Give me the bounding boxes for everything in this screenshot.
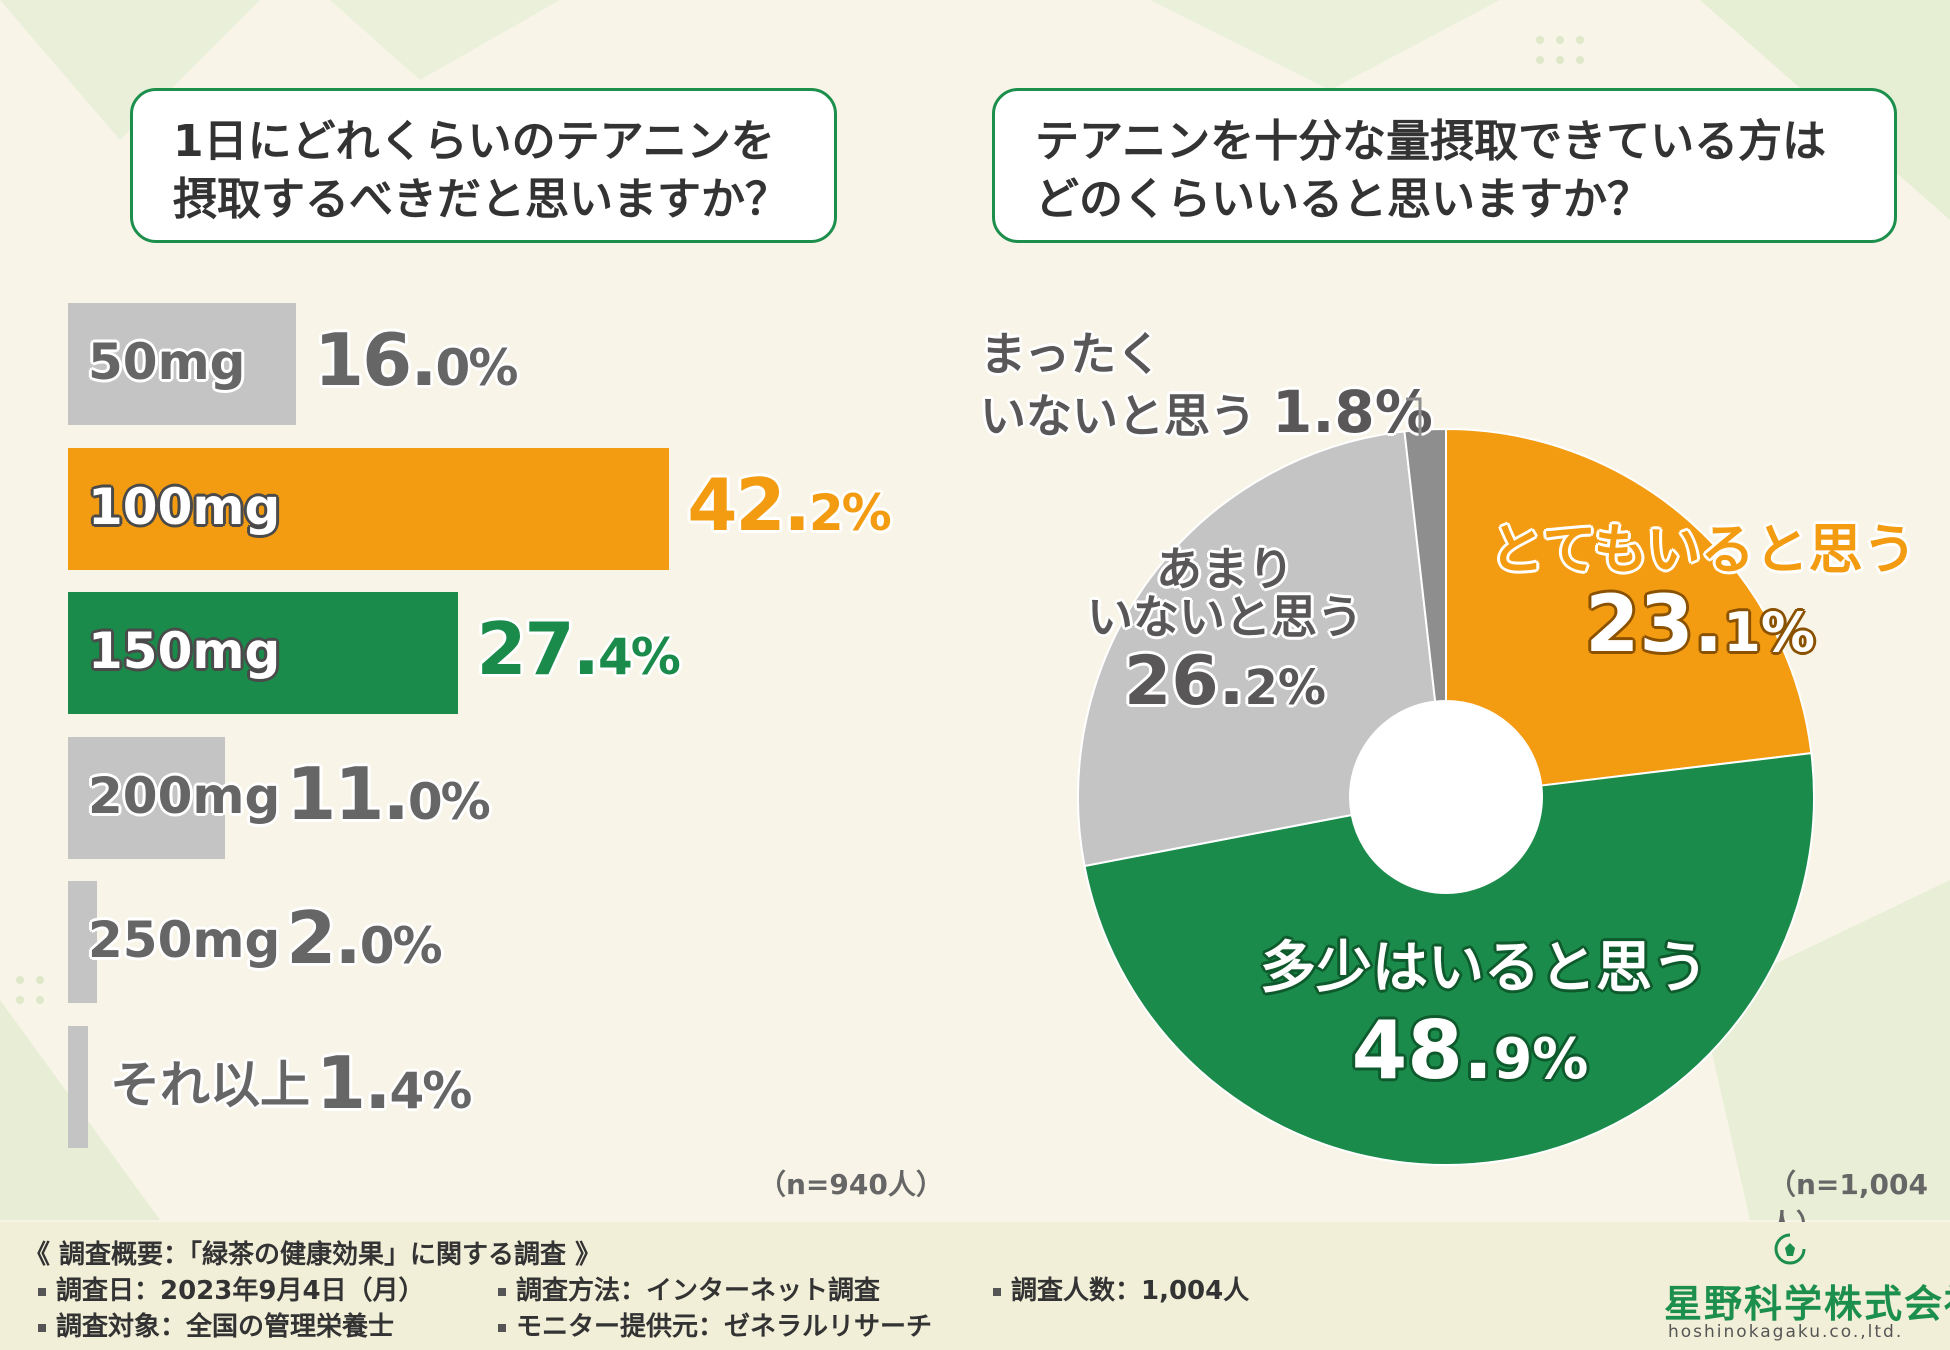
left-question-line2: 摂取するべきだと思いますか？ (173, 174, 789, 225)
pie-label-very-int: 23. (1585, 579, 1724, 670)
pie-label-none-leader (1406, 397, 1422, 471)
pie-label-few-dec: 2% (1244, 659, 1326, 716)
pie-label-none-line2: いないと思う (980, 389, 1256, 444)
survey-footer (0, 1222, 1950, 1350)
pie-label-very: とてもいると思う 23.1% (1490, 518, 1917, 670)
survey-count: 調査人数：1,004人 (993, 1270, 1249, 1307)
bar-label-3: 200mg (88, 766, 281, 825)
bar-label-5: それ以上 (110, 1055, 310, 1114)
survey-provider-text: モニター提供元：ゼネラルリサーチ (516, 1312, 933, 1342)
pie-label-some-text: 多少はいると思う (1260, 936, 1708, 1001)
bar-2 (68, 592, 459, 714)
survey-summary: 《 調査概要：「緑茶の健康効果」に関する調査 》 (24, 1240, 602, 1270)
bar-label-2: 150mg (88, 622, 281, 680)
pie-label-few-int: 26. (1124, 641, 1245, 721)
pie-label-few-line2: いないと思う (1087, 590, 1363, 645)
pie-slice-1 (1083, 752, 1815, 1166)
bar-3 (68, 736, 225, 859)
bar-label-0: 50mg (88, 333, 246, 391)
pie-label-very-dec: 1% (1723, 600, 1815, 664)
bar-chart: 50mg 16.0% 100mg 42.2% 150mg 27.4% 200mg 11.0% 2… (0, 0, 960, 1220)
survey-date-text: 調査日：2023年9月4日（月） (56, 1276, 425, 1306)
right-question-box: テアニンを十分な量摂取できている方は どのくらいいると思いますか？ (992, 88, 1897, 243)
bar-label-4: 250mg (88, 911, 281, 969)
bar-value-3: 11.0% (286, 751, 490, 836)
pie-label-very-text: とてもいると思う (1490, 518, 1917, 581)
bar-chart-n: （n=940人） (758, 1168, 944, 1201)
pie-label-some-int: 48. (1351, 1003, 1494, 1097)
bar-value-0: 16.0% (314, 318, 518, 402)
left-question-box: 1日にどれくらいのテアニンを 摂取するべきだと思いますか？ (130, 88, 837, 243)
donut-chart (1077, 427, 1815, 1166)
survey-target: 調査対象：全国の管理栄養士 (38, 1306, 394, 1343)
right-question-line1: テアニンを十分な量摂取できている方は (1035, 116, 1827, 167)
survey-method: 調査方法：インターネット調査 (498, 1270, 880, 1307)
pie-label-few: あまり いないと思う 26.2% (1080, 545, 1370, 717)
company-name: 星野科学株式会社 (1664, 1282, 1950, 1326)
pie-label-none-value: 1.8% (1272, 378, 1433, 447)
bar-0 (68, 303, 296, 425)
bar-value-1: 42.2% (687, 462, 891, 547)
survey-date: 調査日：2023年9月4日（月） (38, 1270, 425, 1307)
bar-value-4: 2.0% (286, 896, 442, 980)
bar-value-2: 27.4% (476, 607, 680, 691)
pie-label-none: まったく いないと思う 1.8% (980, 330, 1433, 443)
pie-label-some-dec: 9% (1493, 1026, 1589, 1092)
survey-method-text: 調査方法：インターネット調査 (516, 1276, 881, 1306)
donut-hole (1350, 701, 1542, 893)
bar-value-5: 1.4% (316, 1040, 472, 1125)
pie-label-some: 多少はいると思う 48.9% (1260, 936, 1708, 1093)
left-question-line1: 1日にどれくらいのテアニンを (173, 116, 775, 167)
pie-label-few-line1: あまり (1156, 542, 1294, 596)
bar-label-1: 100mg (88, 477, 281, 536)
company-logo-icon (1774, 1233, 1806, 1265)
company-url: hoshinokagaku.co.,ltd. (1668, 1322, 1904, 1342)
survey-target-text: 調査対象：全国の管理栄養士 (56, 1312, 395, 1342)
bar-5 (68, 1025, 88, 1148)
right-question-line2: どのくらいいると思いますか？ (1035, 174, 1651, 225)
survey-provider: モニター提供元：ゼネラルリサーチ (498, 1306, 932, 1343)
survey-count-text: 調査人数：1,004人 (1011, 1276, 1250, 1306)
pie-label-none-line1: まったく (980, 327, 1163, 381)
bar-1 (68, 447, 670, 570)
bar-4 (68, 881, 97, 1003)
